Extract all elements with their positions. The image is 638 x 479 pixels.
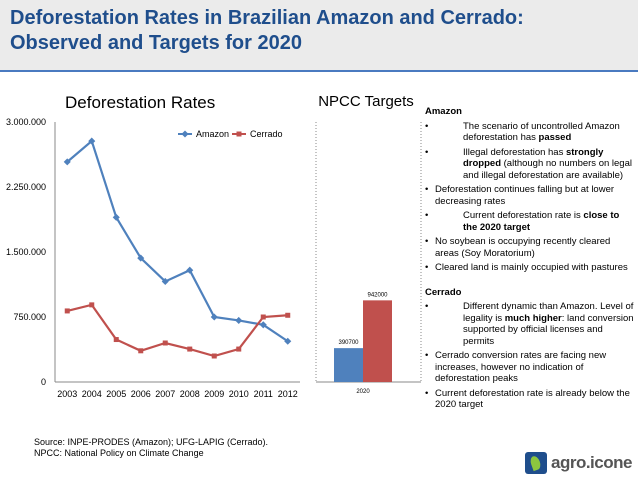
x-tick-label: 2007	[155, 389, 175, 399]
amazon-note-6: Cleared land is mainly occupied with pas…	[425, 262, 635, 274]
bar-value-label: 942000	[367, 292, 388, 298]
data-point-amazon	[235, 316, 243, 325]
x-tick-label: 2009	[204, 389, 224, 399]
data-point-amazon	[284, 337, 292, 345]
data-point-cerrado	[64, 308, 70, 314]
y-tick-label: 3.000.000	[6, 117, 46, 127]
notes-panel: Amazon The scenario of uncontrolled Amaz…	[425, 106, 635, 414]
amazon-note-5: No soybean is occupying recently cleared…	[425, 236, 635, 259]
bar-cerrado	[363, 300, 392, 382]
leaf-icon	[525, 452, 547, 474]
x-tick-label: 2004	[82, 389, 102, 399]
source-note: Source: INPE-PRODES (Amazon); UFG-LAPIG …	[34, 437, 269, 458]
y-tick-label: 0	[41, 377, 46, 387]
data-point-amazon	[88, 137, 96, 145]
y-tick-label: 2.250.000	[6, 182, 46, 192]
data-point-amazon	[137, 254, 145, 262]
logo-text: agro.icone	[551, 453, 632, 472]
data-point-cerrado	[236, 346, 242, 352]
legend-marker-cerrado	[236, 131, 242, 137]
data-point-amazon	[186, 266, 194, 274]
title-separator	[0, 70, 638, 72]
data-point-amazon	[161, 277, 169, 286]
bar-chart-title: NPCC Targets	[318, 93, 414, 110]
data-point-cerrado	[162, 340, 168, 346]
data-point-amazon	[63, 158, 71, 166]
chart-area: Deforestation Rates 3.000.000 2.250.000 1.5…	[6, 93, 422, 399]
legend-label-cerrado: Cerrado	[250, 129, 283, 139]
data-point-cerrado	[211, 353, 217, 359]
line-chart: Deforestation Rates 3.000.000 2.250.000 1.5…	[6, 93, 300, 399]
slide-title: Deforestation Rates in Brazilian Amazon …	[10, 7, 524, 54]
data-point-amazon	[210, 313, 218, 321]
x-tick-label: 2005	[106, 389, 126, 399]
x-tick-label: 2010	[229, 389, 249, 399]
legend-label-amazon: Amazon	[196, 129, 229, 139]
cerrado-notes-heading: Cerrado	[425, 286, 462, 298]
legend-marker-amazon	[181, 130, 189, 138]
agro-icone-logo: agro.icone	[525, 450, 635, 476]
amazon-note-2: Illegal deforestation has strongly dropp…	[425, 147, 635, 182]
y-tick-label: 750.000	[13, 312, 46, 322]
data-point-cerrado	[187, 346, 193, 352]
cerrado-notes-list: Different dynamic than Amazon. Level of …	[425, 301, 635, 411]
data-point-cerrado	[113, 337, 119, 343]
data-point-cerrado	[285, 312, 291, 318]
data-point-cerrado	[89, 302, 95, 308]
data-point-amazon	[112, 213, 120, 221]
amazon-note-3: Deforestation continues falling but at l…	[425, 184, 635, 207]
cerrado-note-3: Current deforestation rate is already be…	[425, 388, 635, 411]
series-line-amazon	[66, 139, 289, 343]
amazon-note-4: Current deforestation rate is close to t…	[425, 210, 635, 233]
title-bar	[0, 0, 638, 70]
series-line-cerrado	[66, 303, 288, 358]
data-point-cerrado	[138, 348, 144, 354]
x-tick-label: 2003	[57, 389, 77, 399]
bar-value-label: 390700	[338, 340, 359, 346]
amazon-notes-list: The scenario of uncontrolled Amazon defo…	[425, 121, 635, 274]
amazon-notes-heading: Amazon	[425, 106, 462, 117]
bar-amazon	[334, 348, 363, 382]
x-tick-label: 2008	[180, 389, 200, 399]
cerrado-note-2: Cerrado conversion rates are facing new …	[425, 350, 635, 385]
bar-category-label: 2020	[356, 389, 370, 395]
x-tick-label: 2012	[278, 389, 298, 399]
y-tick-label: 1.500.000	[6, 247, 46, 257]
x-tick-label: 2006	[131, 389, 151, 399]
amazon-note-1: The scenario of uncontrolled Amazon defo…	[425, 121, 635, 144]
data-point-cerrado	[260, 314, 266, 320]
data-point-amazon	[259, 321, 267, 329]
bar-chart: NPCC Targets 390700 942000 2020	[315, 93, 422, 395]
cerrado-note-1: Different dynamic than Amazon. Level of …	[425, 301, 635, 347]
line-chart-title: Deforestation Rates	[65, 93, 215, 112]
x-tick-label: 2011	[254, 389, 273, 399]
